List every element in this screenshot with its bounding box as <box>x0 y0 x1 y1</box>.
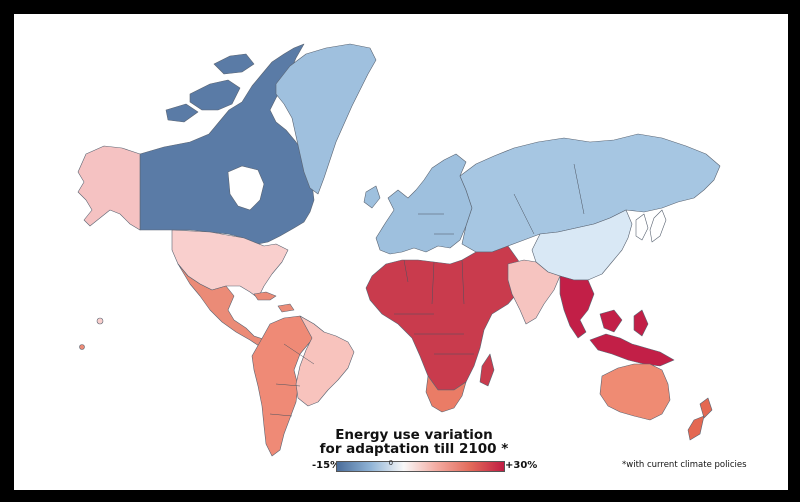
legend-title-line1: Energy use variation <box>335 427 493 443</box>
legend-color-bar <box>336 461 505 472</box>
region-brazil <box>295 315 355 407</box>
region-new-zealand <box>687 397 713 441</box>
region-canada <box>139 43 315 245</box>
region-australia <box>599 363 671 421</box>
map-panel: Energy use variation for adaptation till… <box>14 14 788 490</box>
region-southern-africa <box>425 375 467 413</box>
legend-zero-label: 0 <box>388 459 394 467</box>
region-caribbean <box>253 291 295 313</box>
region-africa-middle-east <box>365 245 527 391</box>
region-europe <box>363 153 473 255</box>
region-pacific-island <box>79 344 85 350</box>
legend-title-line2: for adaptation till 2100 * <box>319 441 509 457</box>
world-map <box>77 43 721 457</box>
region-alaska <box>77 145 141 231</box>
region-southeast-asia <box>559 275 675 367</box>
footnote: *with current climate policies <box>622 460 747 470</box>
region-greenland <box>275 43 377 195</box>
region-mexico-central-america <box>177 263 271 351</box>
legend-title: Energy use variation for adaptation till… <box>314 428 514 456</box>
legend-max-label: +30% <box>505 460 538 471</box>
region-japan-korea <box>635 209 667 243</box>
region-hawaii <box>96 317 104 325</box>
hudson-bay <box>227 165 265 211</box>
region-india <box>507 259 561 325</box>
legend-min-label: -15% <box>312 460 341 471</box>
internal-borders <box>269 163 585 417</box>
region-madagascar <box>479 353 495 387</box>
